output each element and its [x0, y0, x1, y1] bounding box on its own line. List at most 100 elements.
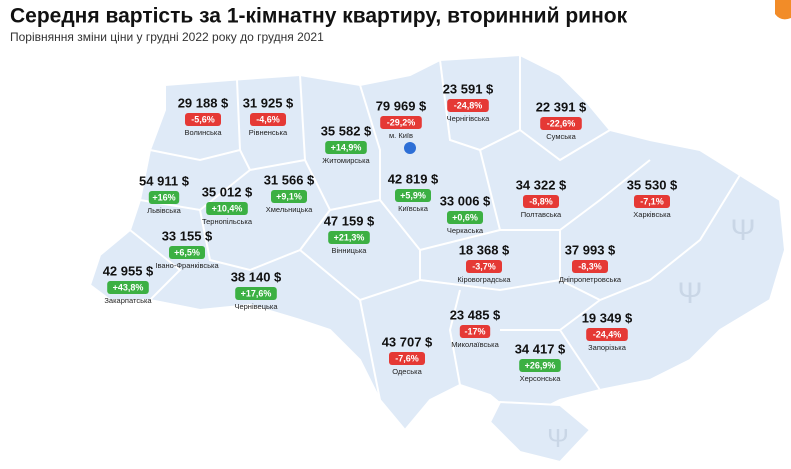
- price: 18 368 $: [459, 242, 510, 257]
- price: 23 591 $: [443, 81, 494, 96]
- change-badge: [325, 141, 367, 154]
- change: +16%: [152, 192, 175, 202]
- price: 42 819 $: [388, 171, 439, 186]
- region-label: 35 582 $ +14,9% Житомирська: [321, 123, 372, 165]
- price: 34 417 $: [515, 341, 566, 356]
- region-label: 34 417 $ +26,9% Херсонська: [515, 341, 566, 383]
- region-name: Житомирська: [322, 156, 370, 165]
- region-name: Дніпропетровська: [559, 275, 622, 284]
- change-badge: [519, 359, 561, 372]
- region-labels: 29 188 $ -5,6% Волинська 31 925 $ -4,6% Рівне…: [103, 81, 678, 383]
- region-label: 42 819 $ +5,9% Київська: [388, 171, 439, 213]
- region-name: Івано-Франківська: [155, 261, 219, 270]
- price: 37 993 $: [565, 242, 616, 257]
- change: +14,9%: [331, 142, 362, 152]
- price: 29 188 $: [178, 95, 229, 110]
- price: 43 707 $: [382, 334, 433, 349]
- region-borders: [129, 55, 741, 401]
- change-badge: [107, 281, 149, 294]
- price: 31 925 $: [243, 95, 294, 110]
- change-badge: [540, 117, 582, 130]
- region-name: Черкаська: [447, 226, 484, 235]
- region-name: Чернігівська: [447, 114, 491, 123]
- price: 35 530 $: [627, 177, 678, 192]
- region-name: Київська: [398, 204, 429, 213]
- change: -22,6%: [547, 118, 576, 128]
- change: +17,6%: [241, 288, 272, 298]
- region-label: 43 707 $ -7,6% Одеська: [382, 334, 433, 376]
- price: 33 006 $: [440, 193, 491, 208]
- change-badge: [185, 113, 221, 126]
- region-name: Полтавська: [521, 210, 562, 219]
- price: 23 485 $: [450, 307, 501, 322]
- price: 38 140 $: [231, 269, 282, 284]
- svg-text:Ψ: Ψ: [677, 277, 702, 310]
- price: 19 349 $: [582, 310, 633, 325]
- change: -24,8%: [454, 100, 483, 110]
- change-badge: [459, 325, 491, 338]
- region-label: 19 349 $ -24,4% Запорізька: [582, 310, 633, 352]
- region-name: Хмельницька: [266, 205, 313, 214]
- region-label: 31 566 $ +9,1% Хмельницька: [264, 172, 315, 214]
- change: +21,3%: [334, 232, 365, 242]
- region-label: 42 955 $ +43,8% Закарпатська: [103, 263, 154, 305]
- region-name: Сумська: [546, 132, 576, 141]
- change-badge: [235, 287, 277, 300]
- crimea: [488, 400, 592, 464]
- change: -17%: [464, 326, 485, 336]
- region-name: Тернопільська: [202, 217, 253, 226]
- region-name: Львівська: [147, 206, 181, 215]
- region-label: 35 012 $ +10,4% Тернопільська: [202, 184, 253, 226]
- change: +10,4%: [212, 203, 243, 213]
- region-name: Миколаївська: [451, 340, 499, 349]
- region-label: 22 391 $ -22,6% Сумська: [536, 99, 587, 141]
- change-badge: [271, 190, 307, 203]
- region-name: Кіровоградська: [457, 275, 511, 284]
- price: 35 012 $: [202, 184, 253, 199]
- change: +43,8%: [113, 282, 144, 292]
- change-badge: [206, 202, 248, 215]
- region-label: 34 322 $ -8,8% Полтавська: [516, 177, 567, 219]
- subtitle: Порівняння зміни ціни у грудні 2022 року…: [10, 30, 324, 44]
- region-label: 23 591 $ -24,8% Чернігівська: [443, 81, 494, 123]
- change-badge: [169, 246, 205, 259]
- change: -8,3%: [578, 261, 602, 271]
- change-badge: [389, 352, 425, 365]
- change: -5,6%: [191, 114, 215, 124]
- change-badge: [395, 189, 431, 202]
- price: 47 159 $: [324, 213, 375, 228]
- change-badge: [523, 195, 559, 208]
- region-label: 79 969 $ -29,2% м. Київ: [376, 98, 427, 140]
- change: -7,1%: [640, 196, 664, 206]
- change: -8,8%: [529, 196, 553, 206]
- svg-text:Ψ: Ψ: [547, 423, 569, 453]
- change-badge: [447, 99, 489, 112]
- change: -24,4%: [593, 329, 622, 339]
- region-label: 54 911 $ +16% Львівська: [139, 173, 190, 215]
- region-label: 29 188 $ -5,6% Волинська: [178, 95, 229, 137]
- price: 34 322 $: [516, 177, 567, 192]
- region-label: 33 155 $ +6,5% Івано-Франківська: [155, 228, 219, 270]
- region-label: 23 485 $ -17% Миколаївська: [450, 307, 501, 349]
- region-name: Запорізька: [588, 343, 627, 352]
- price: 54 911 $: [139, 173, 190, 188]
- change-badge: [148, 191, 180, 204]
- change-badge: [466, 260, 502, 273]
- change: +6,5%: [174, 247, 200, 257]
- region-name: Волинська: [185, 128, 223, 137]
- price: 31 566 $: [264, 172, 315, 187]
- region-label: 35 530 $ -7,1% Харківська: [627, 177, 678, 219]
- trident-icons: Ψ Ψ Ψ: [547, 214, 755, 453]
- region-name: Вінницька: [332, 246, 368, 255]
- change-badge: [380, 116, 422, 129]
- change-badge: [572, 260, 608, 273]
- region-name: Одеська: [392, 367, 422, 376]
- region-name: Чернівецька: [234, 302, 278, 311]
- change-badge: [328, 231, 370, 244]
- region-name: Рівненська: [249, 128, 288, 137]
- region-label: 47 159 $ +21,3% Вінницька: [324, 213, 375, 255]
- logo: [775, 0, 791, 20]
- change: -7,6%: [395, 353, 419, 363]
- price: 33 155 $: [162, 228, 213, 243]
- change: +26,9%: [525, 360, 556, 370]
